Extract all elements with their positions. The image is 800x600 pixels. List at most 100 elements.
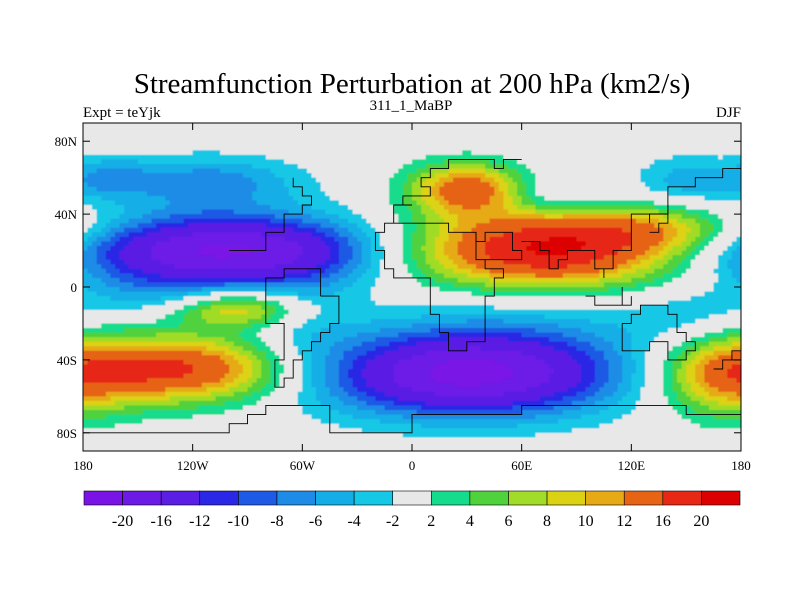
field-cell — [124, 227, 144, 233]
field-cell — [704, 369, 728, 375]
field-cell — [535, 205, 655, 211]
field-cell — [677, 218, 696, 224]
field-cell — [622, 291, 706, 297]
field-cell — [83, 273, 93, 279]
field-cell — [699, 350, 715, 356]
field-cell — [83, 323, 102, 329]
field-cell — [704, 364, 733, 370]
field-cell — [571, 428, 741, 434]
field-cell — [599, 273, 623, 279]
field-cell — [731, 341, 741, 347]
field-cell — [293, 328, 322, 334]
field-cell — [343, 350, 367, 356]
colorbar-label: 6 — [504, 513, 512, 530]
field-cell — [690, 387, 706, 393]
field-cell — [389, 177, 409, 183]
field-cell — [727, 396, 741, 402]
field-cell — [535, 182, 646, 188]
field-cell — [613, 419, 692, 425]
field-cell — [133, 273, 162, 279]
field-cell — [594, 359, 610, 366]
field-cell — [210, 291, 267, 297]
field-cell — [242, 328, 262, 334]
field-cell — [576, 382, 591, 388]
field-cell — [521, 195, 532, 202]
field-cell — [576, 337, 605, 343]
field-cell — [709, 405, 741, 411]
field-cell — [507, 186, 518, 192]
field-cell — [334, 291, 372, 297]
field-cell — [206, 318, 249, 325]
field-cell — [197, 250, 253, 256]
field-cell — [599, 423, 701, 429]
field-cell — [681, 364, 687, 370]
field-cell — [448, 337, 509, 343]
field-cell — [288, 191, 326, 197]
field-cell — [206, 346, 230, 352]
field-cell — [83, 173, 89, 179]
field-cell — [256, 378, 271, 384]
field-cell — [375, 355, 413, 361]
field-cell — [434, 182, 445, 188]
field-cell — [114, 264, 130, 270]
field-cell — [83, 141, 741, 147]
field-cell — [521, 227, 623, 233]
field-cell — [311, 369, 326, 375]
field-cell — [357, 264, 372, 270]
field-cell — [503, 318, 591, 325]
field-cell — [83, 168, 98, 174]
field-cell — [270, 391, 299, 397]
field-cell — [443, 195, 491, 202]
coastline-segment — [475, 231, 523, 261]
field-cell — [722, 223, 741, 229]
field-cell — [626, 328, 669, 334]
field-cell — [311, 378, 326, 384]
season-label: DJF — [716, 105, 741, 121]
field-cell — [261, 396, 299, 402]
field-cell — [503, 191, 509, 197]
field-cell — [348, 391, 367, 397]
field-cell — [631, 214, 664, 220]
field-cell — [83, 145, 741, 151]
field-cell — [188, 223, 267, 229]
field-cell — [329, 391, 349, 397]
field-cell — [654, 259, 669, 265]
field-cell — [640, 177, 664, 183]
field-cell — [485, 250, 536, 256]
field-cell — [430, 328, 536, 334]
field-cell — [270, 218, 303, 224]
field-cell — [585, 387, 600, 393]
field-cell — [380, 241, 404, 247]
field-cell — [343, 337, 377, 343]
field-cell — [521, 332, 564, 338]
field-cell — [265, 154, 427, 161]
field-cell — [370, 255, 386, 261]
field-cell — [252, 391, 271, 397]
field-cell — [325, 355, 345, 361]
field-cell — [279, 378, 303, 384]
field-cell — [398, 332, 441, 338]
field-cell — [320, 328, 381, 334]
field-cell — [361, 214, 399, 220]
field-cell — [384, 255, 404, 261]
field-cell — [416, 227, 427, 233]
field-cell — [672, 168, 741, 174]
field-cell — [320, 309, 728, 315]
field-cell — [83, 232, 93, 238]
coastline-segment — [585, 287, 632, 306]
field-cell — [165, 387, 207, 393]
field-cell — [457, 264, 477, 270]
field-cell — [517, 186, 527, 192]
field-cell — [649, 186, 683, 192]
field-cell — [83, 341, 217, 347]
field-cell — [83, 318, 157, 325]
field-cell — [672, 154, 719, 161]
y-axis: 80N 40N 0 40S 80S — [55, 134, 741, 441]
field-cell — [380, 328, 431, 334]
field-cell — [256, 200, 299, 206]
field-cell — [119, 268, 144, 274]
coastline-outline — [83, 158, 741, 434]
field-cell — [402, 191, 413, 197]
field-cell — [370, 287, 441, 293]
field-cell — [667, 400, 683, 407]
